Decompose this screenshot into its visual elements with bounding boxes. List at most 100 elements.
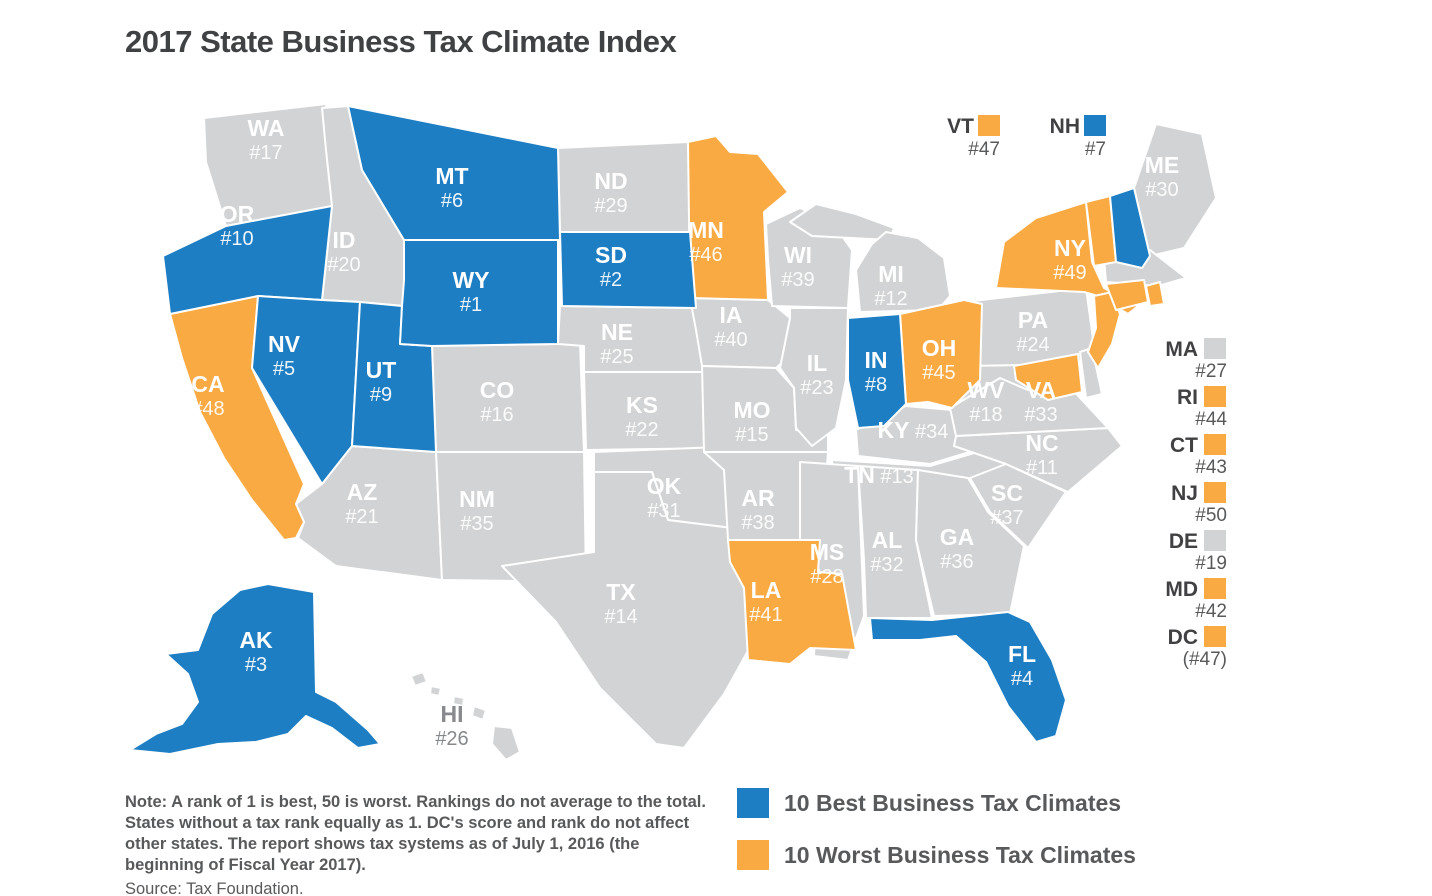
callout-label-RI: RI xyxy=(1177,386,1198,409)
callout-label-NH: NH xyxy=(1050,115,1080,138)
state-rank-IA: #40 xyxy=(714,329,747,351)
callout-label-DC: DC xyxy=(1168,626,1198,649)
state-label-KS: KS xyxy=(626,392,658,418)
callout-swatch-MD xyxy=(1204,578,1226,599)
page-title: 2017 State Business Tax Climate Index xyxy=(125,24,677,59)
state-rank-VA: #33 xyxy=(1024,404,1057,426)
state-rank-NM: #35 xyxy=(460,513,493,535)
callout-label-VT: VT xyxy=(947,115,974,138)
state-label-WA: WA xyxy=(247,115,284,141)
state-label-MN: MN xyxy=(688,217,724,243)
callout-rank-RI: #44 xyxy=(1195,409,1227,430)
legend-label-worst: 10 Worst Business Tax Climates xyxy=(784,841,1136,868)
state-label-NC: NC xyxy=(1025,430,1058,456)
callout-swatch-MA xyxy=(1204,338,1226,359)
state-AK xyxy=(129,583,381,755)
state-rank-AL: #32 xyxy=(870,554,903,576)
callout-rank-MA: #27 xyxy=(1195,361,1227,382)
callout-rank-NJ: #50 xyxy=(1195,505,1227,526)
state-label-KY: KY #34 xyxy=(878,417,949,443)
state-label-IL: IL xyxy=(807,350,827,376)
callouts-layer: VT#47 NH#7 MA#27 RI#44 CT#43 NJ#50 DE#19 MD#42 D… xyxy=(947,115,1227,670)
state-rank-HI: #26 xyxy=(435,728,468,750)
state-WY xyxy=(399,239,559,347)
state-rank-NY: #49 xyxy=(1053,262,1086,284)
state-rank-AR: #38 xyxy=(741,512,774,534)
callout-rank-DC: (#47) xyxy=(1183,649,1227,670)
state-label-PA: PA xyxy=(1018,307,1048,333)
state-RI xyxy=(1145,281,1165,307)
state-rank-IL: #23 xyxy=(800,377,833,399)
state-rank-AZ: #21 xyxy=(345,506,378,528)
state-HI xyxy=(410,671,428,687)
state-rank-MO: #15 xyxy=(735,424,768,446)
state-label-GA: GA xyxy=(940,524,975,550)
state-rank-SD: #2 xyxy=(600,269,622,291)
state-rank-IN: #8 xyxy=(865,374,887,396)
state-label-SC: SC xyxy=(991,480,1023,506)
state-SC xyxy=(969,463,1067,549)
callout-rank-NH: #7 xyxy=(1085,139,1106,160)
legend-label-best: 10 Best Business Tax Climates xyxy=(784,789,1122,816)
state-label-AK: AK xyxy=(239,627,273,653)
state-rank-SC: #37 xyxy=(990,507,1023,529)
state-rank-OH: #45 xyxy=(922,362,955,384)
state-OH xyxy=(899,299,983,409)
callout-swatch-NH xyxy=(1084,115,1106,136)
state-rank-OK: #31 xyxy=(647,500,680,522)
callout-label-NJ: NJ xyxy=(1171,482,1198,505)
note-block: Note: A rank of 1 is best, 50 is worst. … xyxy=(125,792,717,896)
state-label-WI: WI xyxy=(784,242,812,268)
state-rank-MI: #12 xyxy=(874,288,907,310)
state-rank-CO: #16 xyxy=(480,404,513,426)
state-label-ID: ID xyxy=(333,227,356,253)
state-rank-WA: #17 xyxy=(249,142,282,164)
state-label-SD: SD xyxy=(595,242,627,268)
callout-rank-MD: #42 xyxy=(1195,601,1227,622)
callout-rank-VT: #47 xyxy=(968,139,1000,160)
state-label-ND: ND xyxy=(594,168,627,194)
state-HI xyxy=(491,725,521,761)
state-label-WV: WV xyxy=(967,377,1005,403)
state-label-VA: VA xyxy=(1026,377,1056,403)
map-legend: 10 Best Business Tax Climates 10 Worst B… xyxy=(737,788,1136,892)
note-text: Note: A rank of 1 is best, 50 is worst. … xyxy=(125,793,706,874)
state-label-ME: ME xyxy=(1145,152,1180,178)
state-label-CO: CO xyxy=(480,377,515,403)
state-IN xyxy=(847,313,907,429)
state-rank-MN: #46 xyxy=(689,244,722,266)
state-rank-WV: #18 xyxy=(969,404,1002,426)
state-label-TX: TX xyxy=(606,579,636,605)
state-label-MS: MS xyxy=(810,539,845,565)
state-MD xyxy=(1013,353,1083,401)
state-NY xyxy=(995,201,1139,315)
state-label-CA: CA xyxy=(191,371,224,397)
source-text: Source: Tax Foundation. xyxy=(125,880,304,896)
state-rank-CA: #48 xyxy=(191,398,224,420)
state-rank-NC: #11 xyxy=(1026,457,1058,479)
state-LA xyxy=(727,539,857,665)
callout-label-CT: CT xyxy=(1170,434,1198,457)
state-rank-NE: #25 xyxy=(600,346,633,368)
best-color-swatch xyxy=(737,788,769,818)
state-MI xyxy=(855,231,951,313)
state-rank-FL: #4 xyxy=(1011,668,1033,690)
state-rank-PA: #24 xyxy=(1016,334,1049,356)
state-label-IN: IN xyxy=(865,347,888,373)
state-HI xyxy=(471,705,487,721)
state-label-AL: AL xyxy=(872,527,903,553)
state-rank-WY: #1 xyxy=(460,294,482,316)
state-label-HI: HI xyxy=(441,701,464,727)
state-label-NE: NE xyxy=(601,319,633,345)
state-rank-ME: #30 xyxy=(1145,179,1178,201)
state-MI-upper xyxy=(789,203,895,241)
state-label-MT: MT xyxy=(435,163,468,189)
state-label-WY: WY xyxy=(452,267,489,293)
callout-swatch-CT xyxy=(1204,434,1226,455)
callout-swatch-VT xyxy=(978,115,1000,136)
state-HI xyxy=(429,685,442,697)
state-label-FL: FL xyxy=(1008,641,1036,667)
state-CT xyxy=(1105,279,1149,311)
state-label-NV: NV xyxy=(268,331,301,357)
